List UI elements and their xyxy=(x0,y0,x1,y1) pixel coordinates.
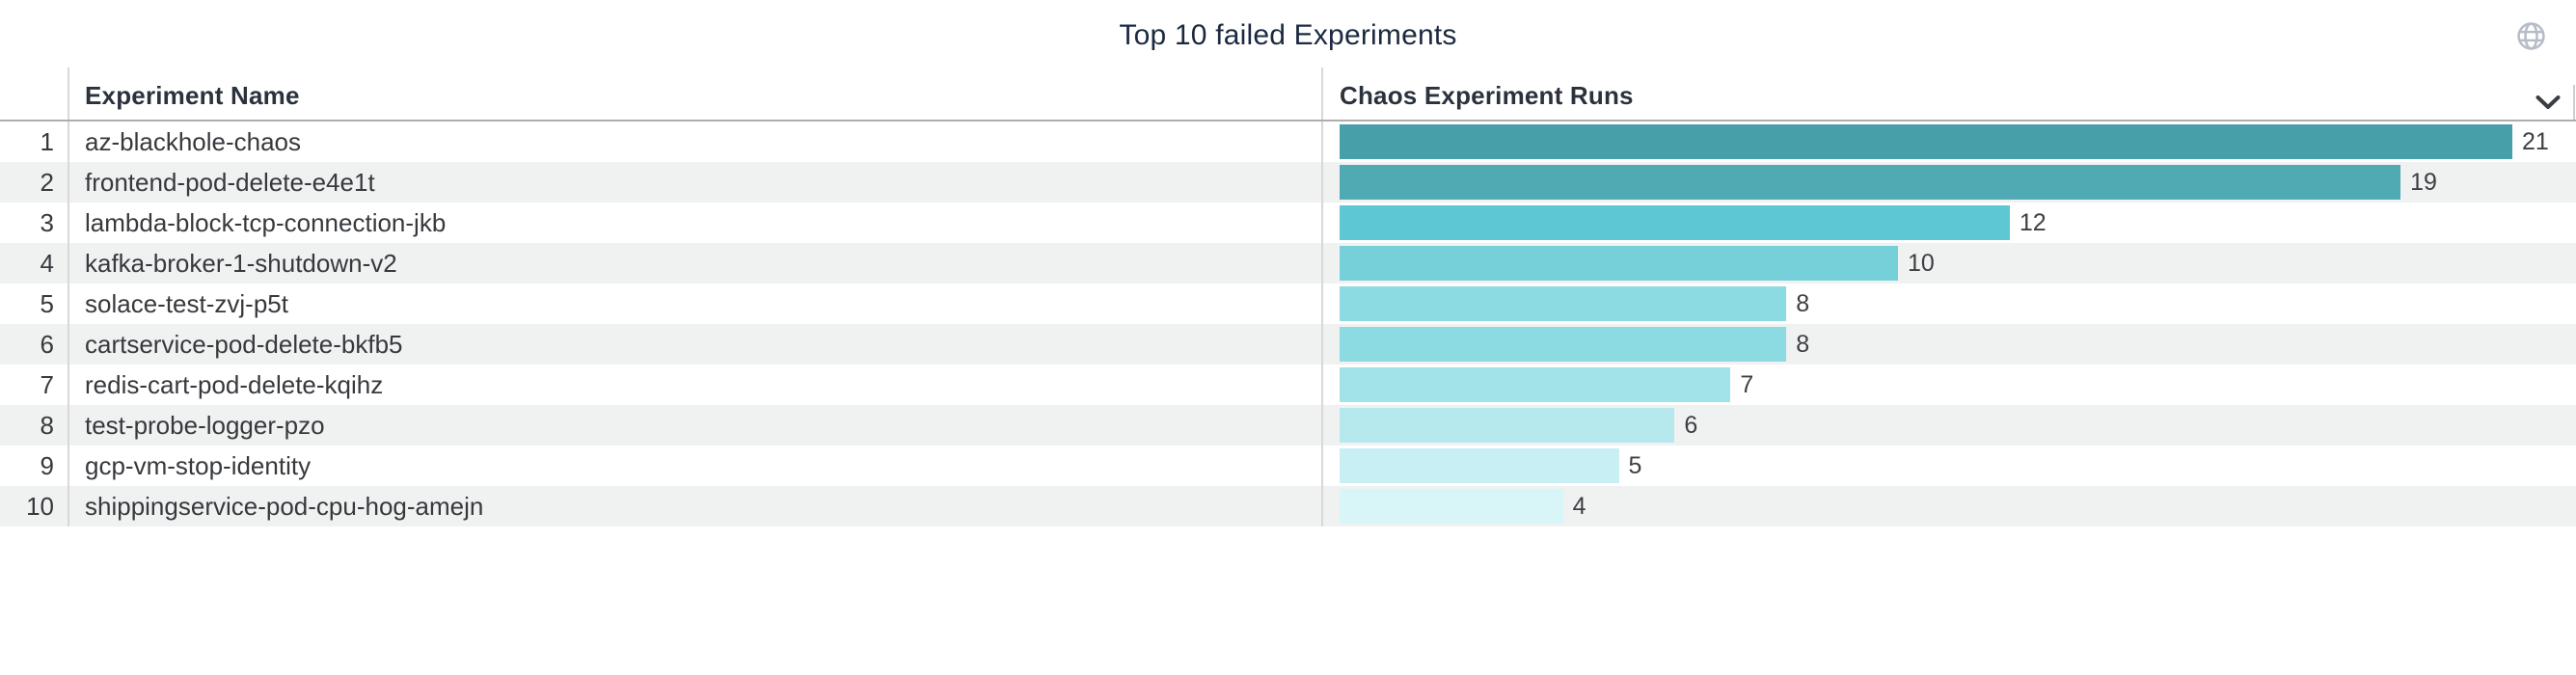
experiment-name-cell: kafka-broker-1-shutdown-v2 xyxy=(69,243,1323,284)
table-header: Experiment Name Chaos Experiment Runs xyxy=(0,68,2576,122)
experiment-name-cell: solace-test-zvj-p5t xyxy=(69,284,1323,324)
rank-cell: 6 xyxy=(0,324,69,364)
table-row[interactable]: 2 frontend-pod-delete-e4e1t 19 xyxy=(0,162,2576,202)
experiment-name: solace-test-zvj-p5t xyxy=(85,288,288,318)
runs-bar-cell: 8 xyxy=(1323,324,2576,364)
runs-value: 7 xyxy=(1740,370,1754,398)
runs-bar xyxy=(1340,124,2512,159)
runs-bar-cell: 12 xyxy=(1323,202,2576,243)
experiment-name: redis-cart-pod-delete-kqihz xyxy=(85,369,384,399)
runs-bar-cell: 6 xyxy=(1323,405,2576,446)
row-rank: 8 xyxy=(40,410,54,440)
rank-cell: 1 xyxy=(0,122,69,162)
row-rank: 4 xyxy=(40,248,54,278)
runs-value: 4 xyxy=(1572,492,1586,520)
table-row[interactable]: 7 redis-cart-pod-delete-kqihz 7 xyxy=(0,364,2576,405)
runs-bar-cell: 4 xyxy=(1323,486,2576,526)
table-row[interactable]: 1 az-blackhole-chaos 21 xyxy=(0,122,2576,162)
experiment-name-cell: gcp-vm-stop-identity xyxy=(69,446,1323,486)
runs-value: 8 xyxy=(1796,330,1810,358)
runs-bar xyxy=(1340,286,1787,321)
experiment-name: gcp-vm-stop-identity xyxy=(85,450,312,480)
runs-value: 5 xyxy=(1628,451,1642,479)
chart-title: Top 10 failed Experiments xyxy=(1119,19,1457,51)
column-header-chaos-experiment-runs[interactable]: Chaos Experiment Runs xyxy=(1323,68,2576,120)
row-rank: 2 xyxy=(40,167,54,197)
rank-column-header xyxy=(0,68,69,120)
runs-bar-cell: 8 xyxy=(1323,284,2576,324)
rank-cell: 5 xyxy=(0,284,69,324)
chevron-down-icon[interactable] xyxy=(2535,95,2561,110)
experiment-name-header-label: Experiment Name xyxy=(85,81,300,110)
column-header-experiment-name[interactable]: Experiment Name xyxy=(69,68,1323,120)
experiment-name: kafka-broker-1-shutdown-v2 xyxy=(85,248,397,278)
runs-value: 12 xyxy=(2019,208,2047,236)
runs-value: 6 xyxy=(1684,411,1698,439)
experiment-name-cell: test-probe-logger-pzo xyxy=(69,405,1323,446)
runs-bar xyxy=(1340,246,1899,281)
rank-cell: 10 xyxy=(0,486,69,526)
runs-bar-cell: 21 xyxy=(1323,122,2576,162)
runs-bar-cell: 10 xyxy=(1323,243,2576,284)
runs-bar-cell: 7 xyxy=(1323,364,2576,405)
runs-bar xyxy=(1340,327,1787,362)
rank-cell: 3 xyxy=(0,202,69,243)
row-rank: 5 xyxy=(40,288,54,318)
row-rank: 3 xyxy=(40,207,54,237)
experiment-name: az-blackhole-chaos xyxy=(85,126,302,156)
experiment-name: frontend-pod-delete-e4e1t xyxy=(85,167,375,197)
experiment-name: cartservice-pod-delete-bkfb5 xyxy=(85,329,403,359)
rank-cell: 8 xyxy=(0,405,69,446)
experiment-name-cell: shippingservice-pod-cpu-hog-amejn xyxy=(69,486,1323,526)
experiment-name-cell: redis-cart-pod-delete-kqihz xyxy=(69,364,1323,405)
row-rank: 10 xyxy=(26,491,54,521)
table-row[interactable]: 4 kafka-broker-1-shutdown-v2 10 xyxy=(0,243,2576,284)
table-body: 1 az-blackhole-chaos 21 2 frontend-pod-d… xyxy=(0,122,2576,526)
runs-bar xyxy=(1340,489,1563,524)
title-bar: Top 10 failed Experiments xyxy=(0,0,2576,68)
rank-cell: 9 xyxy=(0,446,69,486)
row-rank: 1 xyxy=(40,126,54,156)
table-row[interactable]: 6 cartservice-pod-delete-bkfb5 8 xyxy=(0,324,2576,364)
experiment-name: shippingservice-pod-cpu-hog-amejn xyxy=(85,491,484,521)
table-row[interactable]: 5 solace-test-zvj-p5t 8 xyxy=(0,284,2576,324)
runs-bar xyxy=(1340,165,2401,200)
experiment-name-cell: az-blackhole-chaos xyxy=(69,122,1323,162)
header-right-divider xyxy=(2573,85,2575,120)
rank-cell: 4 xyxy=(0,243,69,284)
row-rank: 6 xyxy=(40,329,54,359)
runs-bar xyxy=(1340,408,1675,443)
globe-icon[interactable] xyxy=(2516,21,2546,51)
table-row[interactable]: 8 test-probe-logger-pzo 6 xyxy=(0,405,2576,446)
experiment-name: test-probe-logger-pzo xyxy=(85,410,325,440)
experiment-name-cell: frontend-pod-delete-e4e1t xyxy=(69,162,1323,202)
runs-bar-cell: 19 xyxy=(1323,162,2576,202)
table-row[interactable]: 10 shippingservice-pod-cpu-hog-amejn 4 xyxy=(0,486,2576,526)
experiment-name-cell: lambda-block-tcp-connection-jkb xyxy=(69,202,1323,243)
runs-value: 8 xyxy=(1796,289,1810,317)
row-rank: 9 xyxy=(40,450,54,480)
runs-bar xyxy=(1340,367,1731,402)
runs-bar xyxy=(1340,448,1619,483)
table-row[interactable]: 9 gcp-vm-stop-identity 5 xyxy=(0,446,2576,486)
runs-bar-cell: 5 xyxy=(1323,446,2576,486)
runs-bar xyxy=(1340,205,2010,240)
runs-value: 10 xyxy=(1908,249,1935,277)
runs-value: 21 xyxy=(2521,127,2549,155)
rank-cell: 2 xyxy=(0,162,69,202)
row-rank: 7 xyxy=(40,369,54,399)
chaos-experiment-runs-header-label: Chaos Experiment Runs xyxy=(1340,81,1634,110)
experiment-name: lambda-block-tcp-connection-jkb xyxy=(85,207,447,237)
table-row[interactable]: 3 lambda-block-tcp-connection-jkb 12 xyxy=(0,202,2576,243)
experiment-name-cell: cartservice-pod-delete-bkfb5 xyxy=(69,324,1323,364)
rank-cell: 7 xyxy=(0,364,69,405)
runs-value: 19 xyxy=(2410,168,2437,196)
